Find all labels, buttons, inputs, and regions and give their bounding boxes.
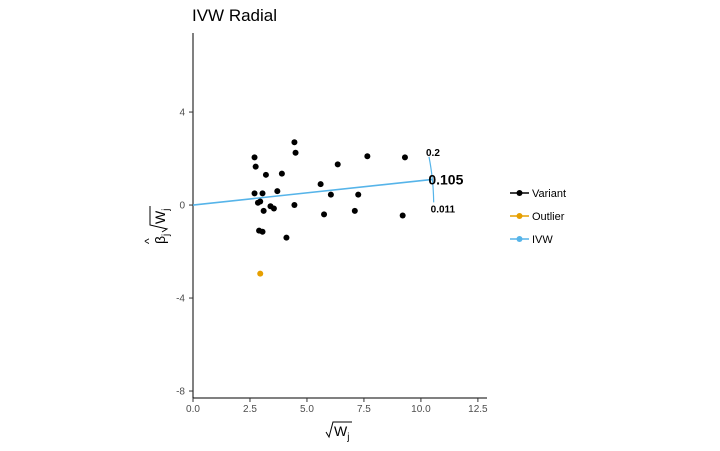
variant-point [251, 190, 258, 197]
x-axis-title-radical [325, 421, 352, 439]
y-tick-label: -8 [176, 387, 185, 398]
annotation-layer: 0.2 0.105 0.011 [426, 148, 464, 215]
variant-point [254, 199, 261, 206]
variant-point [270, 205, 277, 212]
points-layer [251, 139, 408, 277]
variant-point [259, 190, 266, 197]
legend-dot-ivw [516, 236, 523, 242]
variant-point [274, 188, 281, 195]
variant-point [351, 207, 358, 214]
variant-point [291, 202, 298, 209]
legend-label-variant: Variant [532, 188, 566, 200]
variant-point [355, 191, 362, 198]
estimate-label: 0.105 [428, 171, 463, 187]
legend-dot-outlier [516, 213, 523, 219]
x-tick-label: 2.5 [243, 404, 257, 415]
ivw-fit-line [192, 178, 433, 206]
outlier-point [257, 270, 264, 277]
ivw-confidence-arc [428, 156, 435, 203]
x-axis-title: Wj [325, 421, 352, 443]
y-axis-title-w: Wj [152, 209, 172, 224]
variant-point [327, 191, 334, 198]
y-axis-ticks: 4 0 -4 -8 [176, 108, 193, 398]
x-axis-title-text: Wj [334, 423, 349, 443]
variant-point [278, 170, 285, 177]
legend-dot-variant [516, 190, 523, 196]
y-axis-title-hat: ^ [142, 238, 156, 244]
y-tick-label: -4 [176, 294, 185, 305]
x-tick-label: 12.5 [468, 404, 488, 415]
variant-point [334, 161, 341, 168]
lower-bound-label: 0.011 [431, 204, 456, 215]
x-axis-ticks: 0.0 2.5 5.0 7.5 10.0 12.5 [186, 398, 488, 415]
variant-point [259, 228, 266, 235]
variant-point [399, 212, 406, 219]
variant-point [251, 154, 258, 161]
variant-point [252, 163, 259, 170]
y-axis-title: βj ^ Wj [142, 206, 172, 244]
y-axis-title-radical [149, 206, 169, 233]
y-tick-label: 0 [179, 201, 185, 212]
variant-point [401, 154, 408, 161]
chart-title: IVW Radial [192, 6, 277, 25]
variant-point [292, 149, 299, 156]
legend-label-ivw: IVW [532, 234, 553, 246]
y-tick-label: 4 [179, 108, 185, 119]
ivw-layer [192, 156, 435, 206]
legend-label-outlier: Outlier [532, 211, 565, 223]
x-tick-label: 7.5 [357, 404, 371, 415]
x-tick-label: 5.0 [300, 404, 314, 415]
y-axis-title-text: βj [152, 234, 172, 244]
x-tick-label: 10.0 [411, 404, 431, 415]
variant-point [260, 207, 267, 214]
variant-point [317, 181, 324, 188]
variant-point [283, 234, 290, 241]
variant-point [291, 139, 298, 146]
upper-bound-label: 0.2 [426, 148, 440, 159]
x-tick-label: 0.0 [186, 404, 200, 415]
variant-point [262, 171, 269, 178]
variant-point [321, 211, 328, 218]
legend: Variant Outlier IVW [510, 188, 566, 246]
variant-point [364, 153, 371, 160]
